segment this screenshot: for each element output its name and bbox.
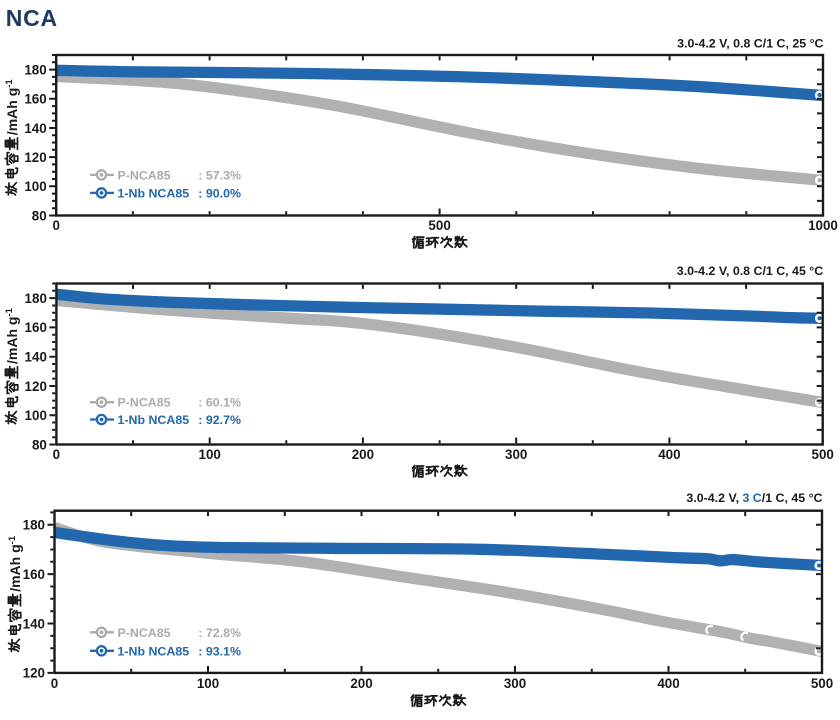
svg-text:120: 120 (23, 666, 45, 681)
svg-text:: 92.7%: : 92.7% (198, 413, 241, 427)
svg-text:160: 160 (24, 92, 46, 107)
svg-text:500: 500 (811, 676, 833, 691)
svg-text:100: 100 (199, 447, 221, 462)
svg-text:: 60.1%: : 60.1% (198, 396, 241, 410)
svg-text:1-Nb NCA85: 1-Nb NCA85 (118, 413, 190, 427)
svg-text:140: 140 (23, 616, 45, 631)
svg-text:200: 200 (350, 676, 372, 691)
svg-text:0: 0 (52, 218, 59, 233)
svg-text:500: 500 (812, 447, 834, 462)
svg-text:/mAh g-1: /mAh g-1 (4, 307, 20, 364)
svg-text:120: 120 (24, 150, 46, 165)
svg-text:: 72.8%: : 72.8% (198, 626, 241, 640)
svg-text:500: 500 (428, 218, 450, 233)
svg-text:P-NCA85: P-NCA85 (118, 626, 171, 640)
svg-text:1-Nb NCA85: 1-Nb NCA85 (118, 186, 190, 200)
svg-text:80: 80 (32, 437, 47, 452)
svg-text:1-Nb NCA85: 1-Nb NCA85 (118, 644, 190, 658)
svg-text:/mAh g-1: /mAh g-1 (4, 79, 20, 136)
svg-text:140: 140 (24, 121, 46, 136)
svg-text:80: 80 (32, 208, 47, 223)
svg-text:: 90.0%: : 90.0% (198, 186, 241, 200)
svg-text:200: 200 (352, 447, 374, 462)
svg-text:400: 400 (657, 676, 679, 691)
svg-text:P-NCA85: P-NCA85 (118, 396, 171, 410)
svg-text:180: 180 (25, 291, 47, 306)
svg-text:180: 180 (24, 62, 46, 77)
svg-text:160: 160 (23, 567, 45, 582)
svg-text:: 93.1%: : 93.1% (198, 644, 241, 658)
svg-text:300: 300 (505, 447, 527, 462)
svg-text:100: 100 (197, 676, 219, 691)
svg-text:3.0-4.2 V, 0.8 C/1 C, 25 °C: 3.0-4.2 V, 0.8 C/1 C, 25 °C (677, 37, 823, 51)
svg-text:3.0-4.2 V, 0.8 C/1 C, 45 °C: 3.0-4.2 V, 0.8 C/1 C, 45 °C (677, 264, 823, 278)
svg-text:P-NCA85: P-NCA85 (118, 168, 171, 182)
svg-text:100: 100 (24, 179, 46, 194)
svg-text:400: 400 (658, 447, 680, 462)
svg-text:100: 100 (25, 408, 47, 423)
svg-text:120: 120 (25, 379, 47, 394)
svg-text:3.0-4.2 V, 3 C/1 C, 45 °C: 3.0-4.2 V, 3 C/1 C, 45 °C (686, 491, 822, 505)
svg-text:140: 140 (25, 350, 47, 365)
svg-text:180: 180 (23, 518, 45, 533)
svg-text:NCA: NCA (6, 5, 58, 31)
svg-text:300: 300 (504, 676, 526, 691)
svg-text:: 57.3%: : 57.3% (198, 168, 241, 182)
svg-text:0: 0 (51, 676, 58, 691)
svg-text:1000: 1000 (808, 218, 838, 233)
svg-text:/mAh g-1: /mAh g-1 (7, 535, 23, 592)
svg-text:0: 0 (53, 447, 60, 462)
svg-text:160: 160 (25, 320, 47, 335)
